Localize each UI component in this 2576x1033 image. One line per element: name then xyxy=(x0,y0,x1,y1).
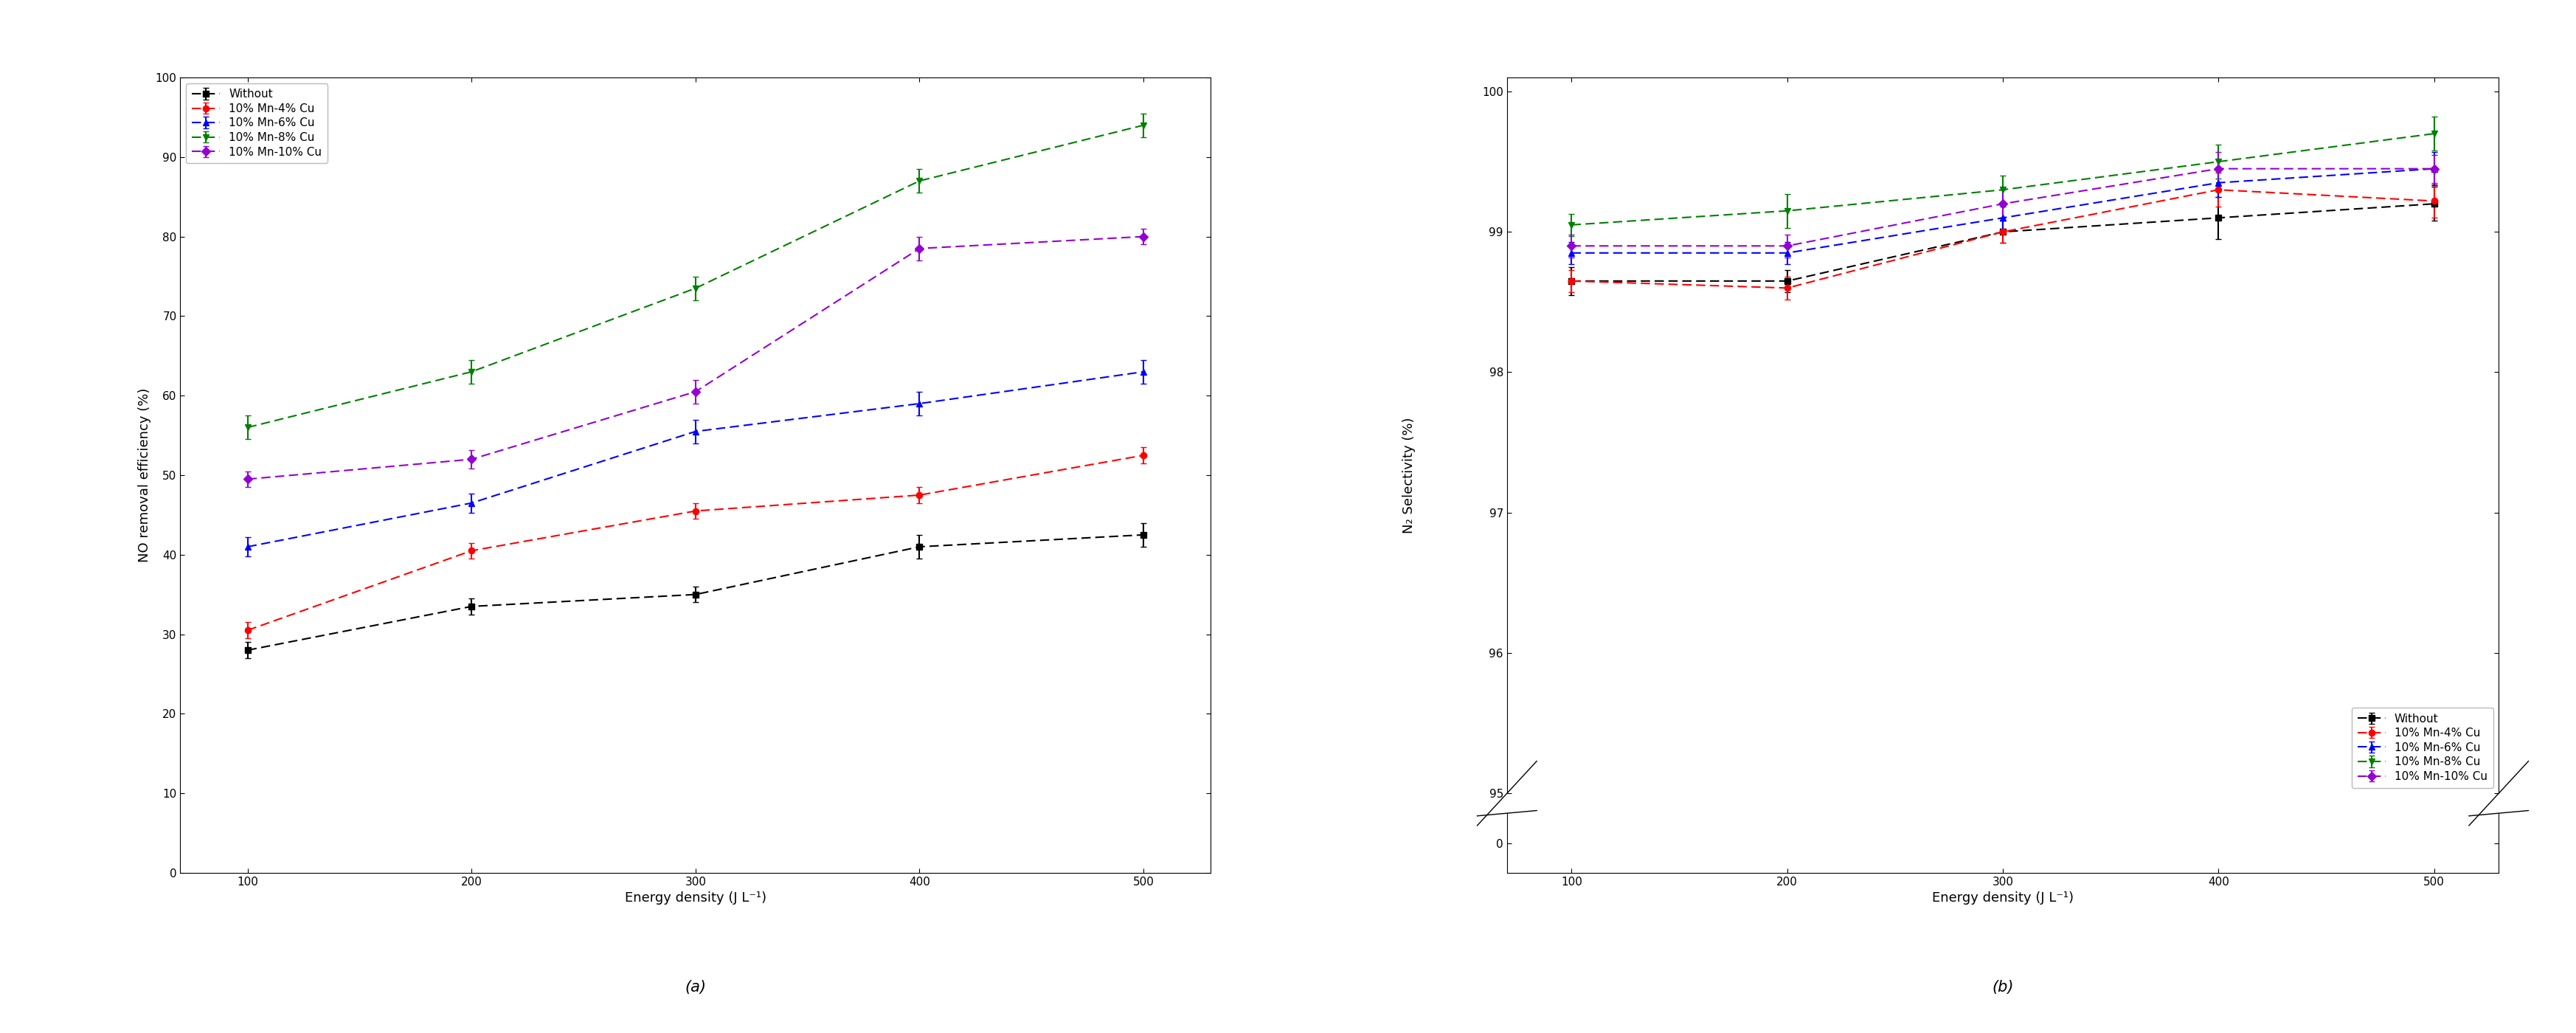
X-axis label: Energy density (J L⁻¹): Energy density (J L⁻¹) xyxy=(623,891,768,905)
Y-axis label: NO removal efficiency (%): NO removal efficiency (%) xyxy=(139,388,152,562)
Text: N₂ Selectivity (%): N₂ Selectivity (%) xyxy=(1401,417,1417,533)
Text: (b): (b) xyxy=(1991,980,2014,995)
X-axis label: Energy density (J L⁻¹): Energy density (J L⁻¹) xyxy=(1932,891,2074,905)
Legend: Without, 10% Mn-4% Cu, 10% Mn-6% Cu, 10% Mn-8% Cu, 10% Mn-10% Cu: Without, 10% Mn-4% Cu, 10% Mn-6% Cu, 10%… xyxy=(185,83,327,163)
Legend: Without, 10% Mn-4% Cu, 10% Mn-6% Cu, 10% Mn-8% Cu, 10% Mn-10% Cu: Without, 10% Mn-4% Cu, 10% Mn-6% Cu, 10%… xyxy=(2352,708,2494,788)
Text: (a): (a) xyxy=(685,980,706,995)
